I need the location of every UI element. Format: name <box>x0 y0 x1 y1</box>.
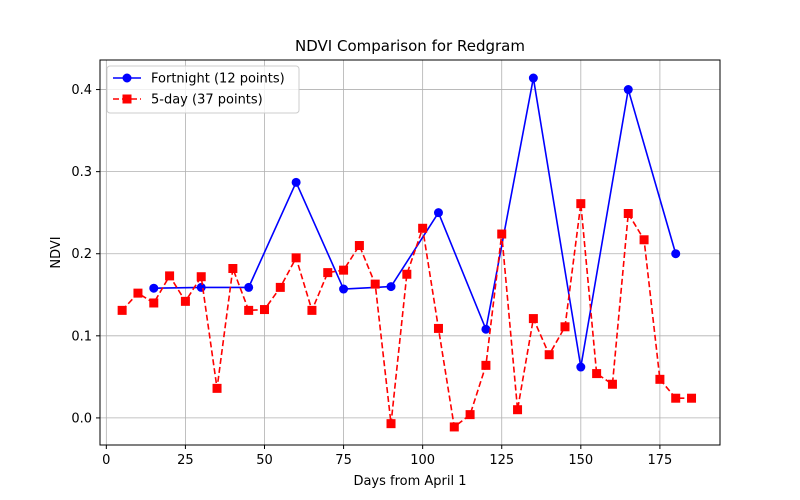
data-point <box>528 314 538 324</box>
data-point <box>576 199 586 209</box>
data-point <box>513 405 523 415</box>
data-point <box>402 269 412 279</box>
data-point <box>117 305 127 315</box>
data-point <box>433 208 443 218</box>
data-point <box>544 350 554 360</box>
x-tick-label: 125 <box>489 453 514 468</box>
y-tick-label: 0.3 <box>71 165 92 180</box>
data-point <box>228 264 238 274</box>
data-point <box>639 235 649 245</box>
y-tick-label: 0.0 <box>71 411 92 426</box>
data-point <box>560 322 570 332</box>
data-point <box>687 393 697 403</box>
data-point <box>354 241 364 251</box>
y-tick-label: 0.2 <box>71 247 92 262</box>
legend: Fortnight (12 points) 5-day (37 points) <box>106 65 300 114</box>
data-series <box>117 73 697 432</box>
data-point <box>307 305 317 315</box>
data-point <box>133 288 143 298</box>
plot-frame <box>99 59 721 446</box>
data-point <box>528 73 538 83</box>
data-point <box>449 422 459 432</box>
data-point <box>370 279 380 289</box>
data-point <box>244 282 254 292</box>
x-tick-label: 175 <box>647 453 672 468</box>
data-point <box>433 323 443 333</box>
data-point <box>339 265 349 275</box>
y-tick-label: 0.4 <box>71 83 92 98</box>
data-point <box>386 282 396 292</box>
legend-marker <box>122 73 132 83</box>
x-tick-label: 100 <box>410 453 435 468</box>
data-point <box>607 379 617 389</box>
data-point <box>655 374 665 384</box>
y-tick-label: 0.1 <box>71 329 92 344</box>
data-point <box>481 324 491 334</box>
data-point <box>196 282 206 292</box>
data-point <box>291 253 301 263</box>
x-axis-title: Days from April 1 <box>353 474 466 489</box>
data-point <box>339 284 349 294</box>
data-point <box>386 419 396 429</box>
data-point <box>275 282 285 292</box>
data-point <box>623 209 633 219</box>
data-point <box>149 283 159 293</box>
axis-ticks: 0 25 50 75 100 125 150 175 0.0 0.1 0.2 0.3 0.4 <box>71 83 672 468</box>
data-point <box>497 229 507 239</box>
data-point <box>323 268 333 278</box>
data-point <box>259 305 269 315</box>
data-point <box>418 223 428 233</box>
data-point <box>165 271 175 281</box>
legend-marker <box>122 94 132 104</box>
data-point <box>481 360 491 370</box>
data-point <box>671 393 681 403</box>
legend-entry: Fortnight (12 points) <box>113 72 285 87</box>
series-2 <box>117 199 697 432</box>
data-point <box>149 298 159 308</box>
x-tick-label: 150 <box>568 453 593 468</box>
data-point <box>465 410 475 420</box>
data-point <box>180 296 190 306</box>
x-tick-label: 25 <box>177 453 194 468</box>
y-axis-title: NDVI <box>49 236 64 268</box>
data-point <box>592 369 602 379</box>
data-point <box>671 249 681 259</box>
legend-box <box>106 65 300 114</box>
legend-entry: 5-day (37 points) <box>113 93 263 108</box>
x-tick-label: 0 <box>102 453 110 468</box>
data-point <box>576 362 586 372</box>
chart-title: NDVI Comparison for Redgram <box>295 37 525 55</box>
data-point <box>196 272 206 282</box>
data-point <box>623 85 633 95</box>
x-tick-label: 75 <box>335 453 352 468</box>
data-point <box>244 305 254 315</box>
data-point <box>291 177 301 187</box>
x-tick-label: 50 <box>256 453 273 468</box>
legend-label: Fortnight (12 points) <box>151 72 285 87</box>
legend-label: 5-day (37 points) <box>151 93 263 108</box>
data-point <box>212 383 222 393</box>
